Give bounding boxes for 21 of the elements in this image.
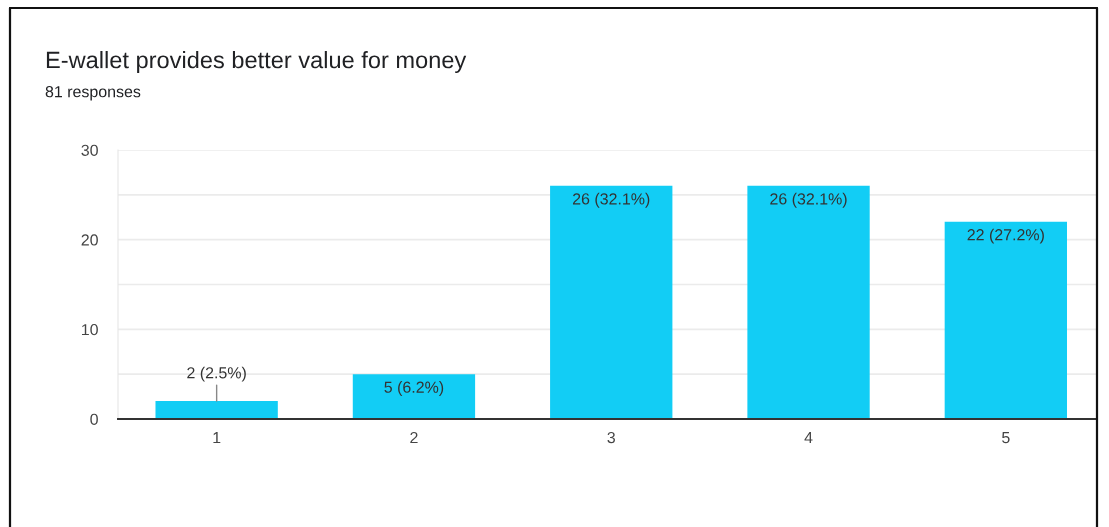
y-tick-label: 20 — [81, 234, 98, 246]
x-tick-label: 1 — [213, 432, 221, 444]
y-tick-label: 0 — [90, 413, 98, 425]
data-label: 26 (32.1%) — [770, 192, 847, 208]
x-tick-label: 4 — [804, 432, 813, 444]
bar — [747, 185, 870, 419]
x-tick-label: 3 — [607, 431, 615, 444]
data-label: 2 (2.5%) — [187, 366, 246, 382]
data-label: 5 (6.2%) — [384, 381, 444, 396]
bar — [352, 374, 476, 419]
data-label: 26 (32.1%) — [572, 192, 650, 208]
bar — [155, 401, 278, 419]
x-tick-label: 2 — [410, 431, 418, 444]
bar — [550, 185, 673, 419]
y-tick-label: 10 — [82, 323, 98, 336]
chart-subtitle: 81 responses — [45, 85, 141, 101]
y-tick-label: 30 — [81, 144, 98, 156]
bar — [944, 221, 1067, 419]
chart-title: E-wallet provides better value for money — [46, 51, 467, 73]
x-tick-label: 5 — [1002, 432, 1010, 444]
data-label: 22 (27.2%) — [967, 228, 1044, 244]
